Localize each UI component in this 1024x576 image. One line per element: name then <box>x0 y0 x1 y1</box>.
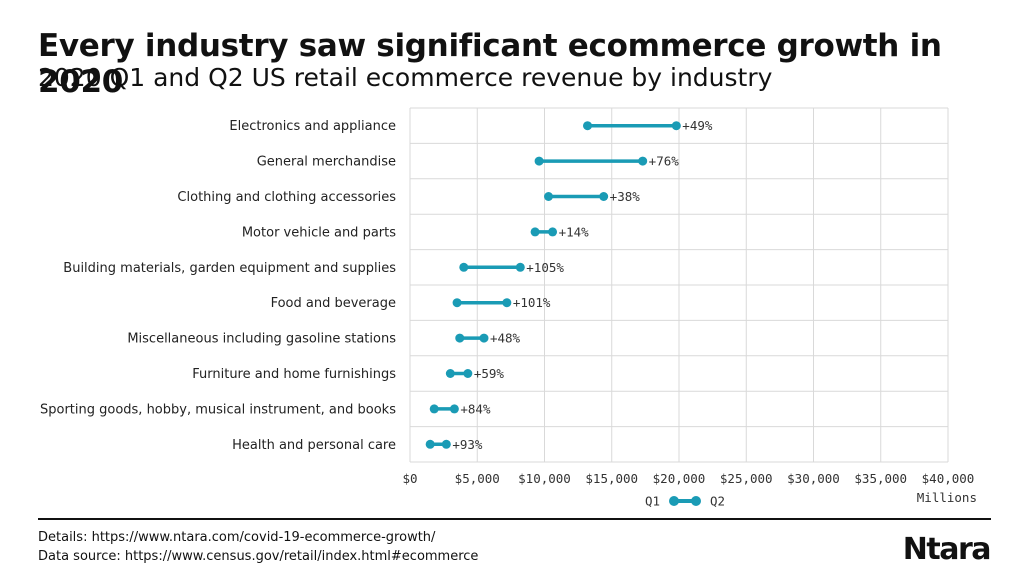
q1-point <box>534 156 544 166</box>
data-source-link[interactable]: Data source: https://www.census.gov/reta… <box>38 549 479 564</box>
x-axis-label: Millions <box>917 490 977 505</box>
details-link[interactable]: Details: https://www.ntara.com/covid-19-… <box>38 530 436 545</box>
growth-label: +48% <box>490 331 521 346</box>
category-label: Food and beverage <box>271 296 396 311</box>
growth-label: +93% <box>452 437 483 452</box>
q1-point <box>583 121 593 131</box>
legend-q1-point <box>669 496 679 506</box>
q2-point <box>548 227 558 237</box>
growth-label: +84% <box>460 401 491 416</box>
q1-point <box>425 439 435 449</box>
q2-point <box>449 404 459 414</box>
x-tick-label: $0 <box>402 471 417 486</box>
chart-subtitle: 2020 Q1 and Q2 US retail ecommerce reven… <box>38 63 773 92</box>
x-tick-label: $30,000 <box>787 471 840 486</box>
ntara-logo: Ntara <box>902 532 992 567</box>
q1-point <box>445 369 455 378</box>
growth-label: +14% <box>559 224 590 239</box>
q2-point <box>671 121 681 131</box>
chart-title: Every industry saw significant ecommerce… <box>38 28 942 100</box>
legend-q1-label: Q1 <box>645 494 660 509</box>
q2-point <box>502 298 512 308</box>
growth-label: +105% <box>526 260 564 275</box>
category-label: General merchandise <box>257 155 396 170</box>
dumbbell-chart: $0 $5,000 $10,000 $15,000 $20,000 $25,000 $30,… <box>40 107 977 509</box>
category-label: Miscellaneous including gasoline station… <box>127 332 396 347</box>
x-tick-label: $35,000 <box>854 471 907 486</box>
q2-point <box>638 156 648 166</box>
growth-label: +101% <box>513 295 551 310</box>
growth-label: +59% <box>474 366 505 381</box>
growth-label: +38% <box>610 189 641 204</box>
footer-notes: Details: https://www.ntara.com/covid-19-… <box>38 528 478 566</box>
q2-point <box>479 333 489 343</box>
x-tick-label: $40,000 <box>922 471 975 486</box>
q2-point <box>599 192 609 201</box>
q2-point <box>515 262 525 272</box>
q1-point <box>530 227 540 237</box>
category-label: Health and personal care <box>232 438 396 453</box>
category-label: Electronics and appliance <box>229 119 396 134</box>
legend-q2-label: Q2 <box>710 494 725 509</box>
q1-point <box>429 404 439 414</box>
q1-point <box>459 262 469 272</box>
x-tick-label: $10,000 <box>518 471 571 486</box>
legend-q2-point <box>691 496 701 506</box>
x-tick-label: $15,000 <box>585 471 638 486</box>
category-label: Sporting goods, hobby, musical instrumen… <box>40 402 396 417</box>
x-tick-label: $20,000 <box>653 471 706 486</box>
growth-label: +76% <box>649 154 680 169</box>
x-tick-label: $5,000 <box>455 471 500 486</box>
growth-label: +49% <box>682 118 713 133</box>
category-label: Furniture and home furnishings <box>192 367 396 382</box>
category-label: Clothing and clothing accessories <box>177 190 396 205</box>
q2-point <box>441 439 451 449</box>
category-label: Motor vehicle and parts <box>242 225 396 240</box>
category-label: Building materials, garden equipment and… <box>63 261 396 276</box>
q1-point <box>455 333 465 343</box>
q1-point <box>452 298 462 308</box>
footer-divider <box>38 518 991 520</box>
q1-point <box>544 192 554 201</box>
x-tick-label: $25,000 <box>720 471 773 486</box>
q2-point <box>463 369 473 378</box>
